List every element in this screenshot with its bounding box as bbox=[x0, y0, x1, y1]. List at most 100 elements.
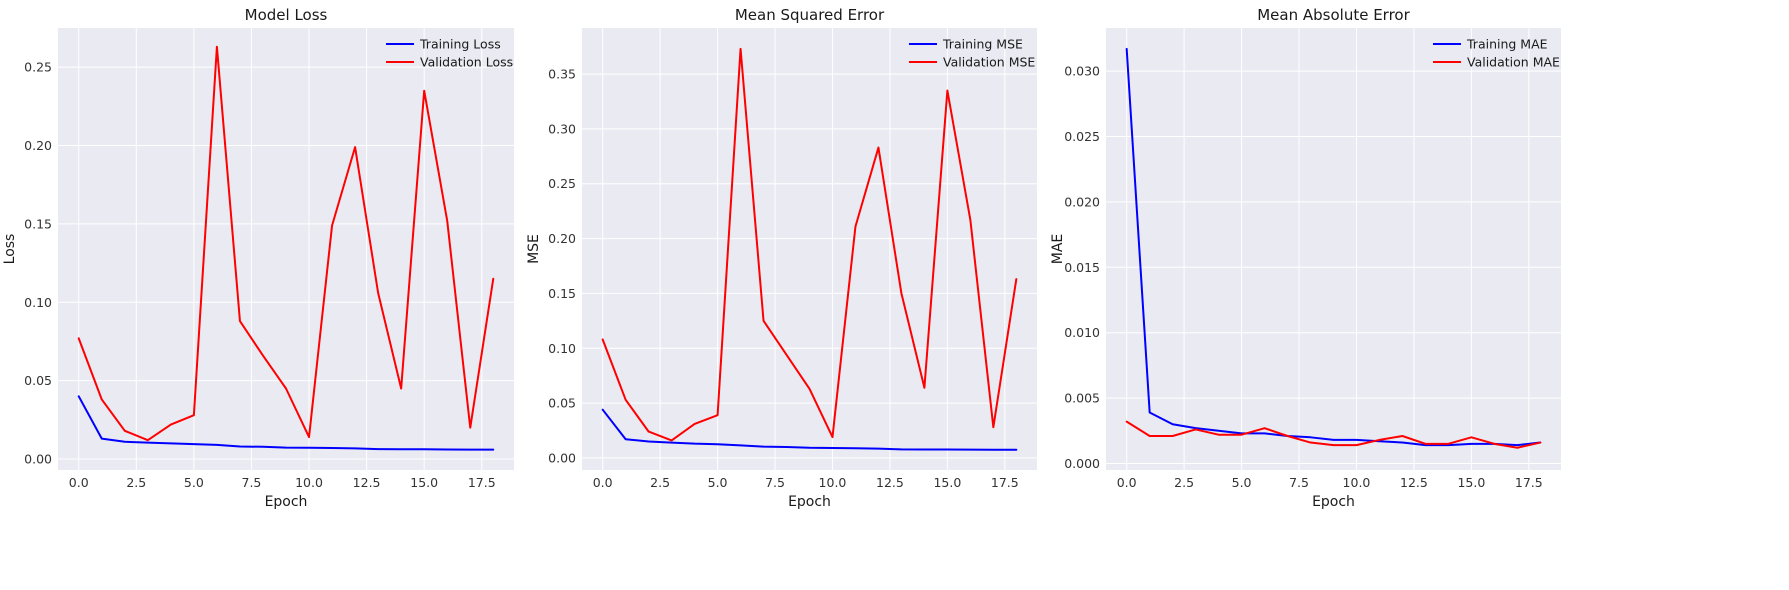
data-point bbox=[331, 447, 333, 449]
data-point bbox=[1126, 48, 1128, 50]
series-line-training bbox=[77, 395, 495, 451]
x-axis-label: Epoch bbox=[788, 494, 831, 510]
x-tick-label: 10.0 bbox=[819, 475, 847, 490]
data-point bbox=[671, 442, 673, 444]
data-point bbox=[492, 449, 494, 451]
series-line-validation bbox=[601, 47, 1018, 442]
legend-label: Training MAE bbox=[1466, 37, 1548, 52]
data-point bbox=[308, 436, 310, 438]
data-point bbox=[809, 447, 811, 449]
x-tick-label: 15.0 bbox=[933, 475, 961, 490]
data-point bbox=[1470, 436, 1472, 438]
data-point bbox=[1172, 435, 1174, 437]
data-point bbox=[1333, 444, 1335, 446]
data-point bbox=[1401, 435, 1403, 437]
data-point bbox=[308, 447, 310, 449]
data-point bbox=[1493, 443, 1495, 445]
y-tick-label: 0.15 bbox=[24, 216, 52, 231]
data-point bbox=[262, 446, 264, 448]
series-line-validation bbox=[77, 45, 495, 442]
legend: Training MSE Validation MSE bbox=[909, 37, 1035, 70]
data-point bbox=[694, 443, 696, 445]
x-tick-label: 15.0 bbox=[410, 475, 438, 490]
x-tick-label: 2.5 bbox=[126, 475, 146, 490]
data-point bbox=[602, 338, 604, 340]
data-point bbox=[170, 442, 172, 444]
y-tick-label: 0.25 bbox=[548, 176, 576, 191]
data-point bbox=[1378, 439, 1380, 441]
data-point bbox=[831, 436, 833, 438]
data-point bbox=[763, 320, 765, 322]
data-point bbox=[763, 446, 765, 448]
y-tick-label: 0.05 bbox=[24, 373, 52, 388]
y-tick-label: 0.000 bbox=[1064, 456, 1100, 471]
legend: Training MAE Validation MAE bbox=[1433, 37, 1560, 70]
data-point bbox=[354, 146, 356, 148]
plot-area bbox=[1106, 28, 1561, 470]
data-point bbox=[694, 423, 696, 425]
data-point bbox=[469, 449, 471, 451]
data-point bbox=[717, 443, 719, 445]
legend-label: Validation MAE bbox=[1467, 55, 1560, 70]
data-point bbox=[285, 447, 287, 449]
legend-label: Validation Loss bbox=[420, 55, 513, 70]
data-point bbox=[101, 438, 103, 440]
data-point bbox=[354, 447, 356, 449]
chart-panel-1: 0.0 2.5 5.0 7.5 10.0 12.5 15.0 17.5 0.00 0.05 0.10… bbox=[2, 6, 514, 510]
data-point bbox=[1333, 439, 1335, 441]
data-point bbox=[1241, 434, 1243, 436]
data-point bbox=[147, 442, 149, 444]
y-tick-label: 0.030 bbox=[1064, 64, 1100, 79]
y-tick-label: 0.025 bbox=[1064, 129, 1100, 144]
data-point bbox=[1355, 444, 1357, 446]
chart-panel-3: 0.0 2.5 5.0 7.5 10.0 12.5 15.0 17.5 0.000 0.005 0.… bbox=[1050, 6, 1561, 510]
x-tick-label: 17.5 bbox=[468, 475, 496, 490]
data-point bbox=[1516, 444, 1518, 446]
data-point bbox=[1264, 432, 1266, 434]
x-tick-label: 7.5 bbox=[1289, 475, 1309, 490]
data-point bbox=[1195, 428, 1197, 430]
data-point bbox=[831, 447, 833, 449]
data-point bbox=[1401, 442, 1403, 444]
data-point bbox=[1172, 423, 1174, 425]
data-point bbox=[1287, 435, 1289, 437]
data-point bbox=[1015, 449, 1017, 451]
data-point bbox=[400, 387, 402, 389]
x-tick-label: 2.5 bbox=[1174, 475, 1194, 490]
data-point bbox=[124, 441, 126, 443]
y-tick-label: 0.10 bbox=[548, 341, 576, 356]
x-tick-label: 17.5 bbox=[1515, 475, 1543, 490]
x-tick-label: 2.5 bbox=[650, 475, 670, 490]
data-point bbox=[377, 448, 379, 450]
data-point bbox=[216, 444, 218, 446]
legend-label: Training Loss bbox=[419, 37, 501, 52]
data-point bbox=[992, 449, 994, 451]
data-point bbox=[239, 445, 241, 447]
y-tick-label: 0.00 bbox=[548, 450, 576, 465]
chart-title: Mean Squared Error bbox=[735, 6, 885, 24]
data-point bbox=[969, 219, 971, 221]
data-point bbox=[1310, 436, 1312, 438]
data-point bbox=[78, 395, 80, 397]
data-point bbox=[1149, 435, 1151, 437]
y-tick-label: 0.005 bbox=[1064, 391, 1100, 406]
y-tick-label: 0.25 bbox=[24, 60, 52, 75]
x-tick-label: 10.0 bbox=[1343, 475, 1371, 490]
y-tick-label: 0.015 bbox=[1064, 260, 1100, 275]
data-point bbox=[423, 90, 425, 92]
legend-label: Training MSE bbox=[942, 37, 1023, 52]
data-point bbox=[854, 226, 856, 228]
x-axis-label: Epoch bbox=[1312, 494, 1355, 510]
legend: Training Loss Validation Loss bbox=[386, 37, 513, 70]
data-point bbox=[1447, 443, 1449, 445]
series-line-training bbox=[1125, 47, 1542, 447]
x-tick-label: 5.0 bbox=[1232, 475, 1252, 490]
data-point bbox=[648, 440, 650, 442]
legend-label: Validation MSE bbox=[943, 55, 1035, 70]
y-tick-label: 0.10 bbox=[24, 295, 52, 310]
data-point bbox=[262, 355, 264, 357]
series-line-training bbox=[601, 408, 1018, 451]
data-point bbox=[101, 398, 103, 400]
data-point bbox=[239, 320, 241, 322]
data-point bbox=[648, 431, 650, 433]
